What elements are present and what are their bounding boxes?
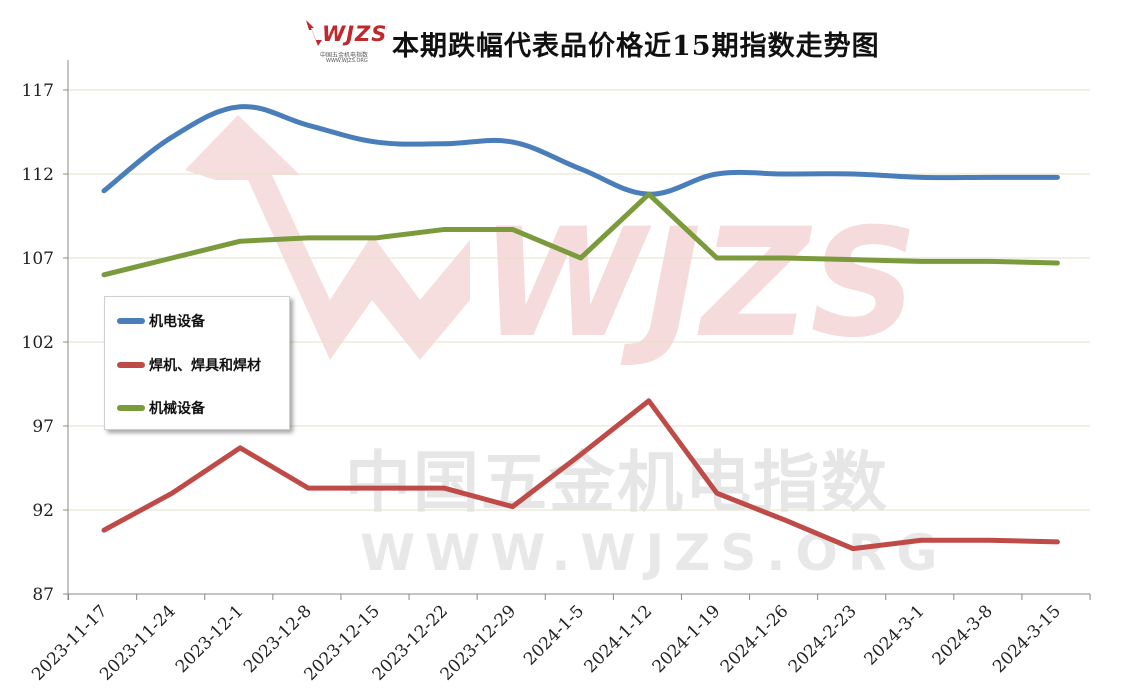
x-tick-label-9: 2024-1-19 (649, 601, 725, 677)
y-tick-label-5: 92 (32, 501, 54, 521)
legend-label-1: 焊机、焊具和焊材 (149, 358, 261, 374)
watermark: WJZS 中国五金机电指数 WWW.WJZS.ORG (185, 115, 947, 582)
axes (63, 60, 1091, 600)
y-tick-label-4: 97 (32, 417, 54, 437)
x-tick-label-11: 2024-2-23 (785, 601, 861, 677)
watermark-line1: 中国五金机电指数 (345, 444, 889, 521)
wjzs-logo: WJZS 中国五金机电指数 WWW.WJZS.ORG (302, 16, 388, 66)
chart-title: 本期跌幅代表品价格近15期指数走势图 (392, 31, 880, 62)
watermark-line2: WWW.WJZS.ORG (360, 524, 947, 582)
x-tick-label-10: 2024-1-26 (717, 601, 793, 677)
y-tick-label-6: 87 (32, 585, 54, 605)
legend-label-2: 机械设备 (149, 401, 205, 417)
x-tick-label-13: 2024-3-8 (929, 601, 997, 669)
watermark-logo: WJZS (480, 197, 918, 371)
watermark-arrow-mark (185, 115, 470, 360)
legend-item-2: 机械设备 (117, 398, 205, 418)
x-tick-label-7: 2024-1-5 (520, 601, 588, 669)
series-lines (101, 104, 1060, 552)
y-tick-label-0: 117 (22, 81, 54, 101)
x-tick-label-2: 2023-12-1 (172, 601, 248, 677)
legend-swatch-2 (117, 405, 145, 411)
legend-item-1: 焊机、焊具和焊材 (117, 355, 261, 375)
logo-arrow-icon (306, 20, 322, 46)
logo-subtitle: 中国五金机电指数 (320, 52, 369, 59)
logo-text: WJZS (322, 22, 388, 46)
logo-url: WWW.WJZS.ORG (326, 58, 368, 64)
x-tick-label-8: 2024-1-12 (581, 601, 657, 677)
x-tick-label-14: 2024-3-15 (989, 601, 1065, 677)
legend-swatch-0 (117, 318, 145, 324)
x-tick-label-12: 2024-3-1 (861, 601, 929, 669)
legend: 机电设备 焊机、焊具和焊材 机械设备 (104, 296, 290, 430)
y-tick-label-1: 112 (22, 165, 54, 185)
legend-swatch-1 (117, 362, 145, 368)
y-tick-label-3: 102 (22, 333, 54, 353)
legend-label-0: 机电设备 (149, 314, 205, 330)
y-tick-label-2: 107 (22, 249, 54, 269)
legend-item-0: 机电设备 (117, 311, 205, 331)
